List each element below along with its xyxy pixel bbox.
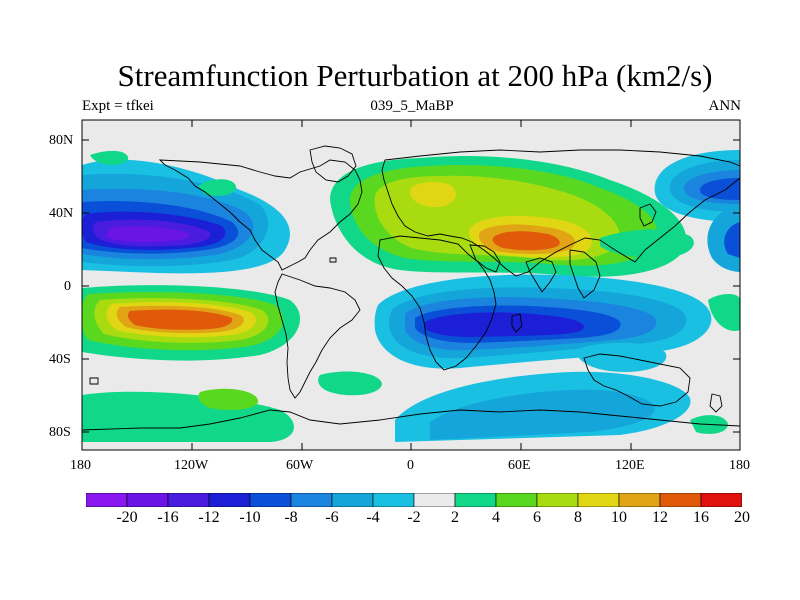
- colorbar-tick-label: -10: [239, 509, 261, 526]
- contour-northwest-pacific-low: [654, 150, 740, 222]
- colorbar-tick-label: 4: [492, 509, 500, 526]
- colorbar-tick-label: -16: [157, 509, 179, 526]
- south-america-coastline: [274, 273, 361, 399]
- australia-coastline: [583, 353, 691, 407]
- colorbar-tick-label: -8: [284, 509, 298, 526]
- madagascar-coastline: [511, 313, 523, 333]
- axis-ticks: [82, 120, 740, 450]
- colorbar-swatch: [86, 493, 128, 507]
- colorbar-swatch: [536, 493, 579, 507]
- colorbar-tick-label: 16: [693, 509, 709, 526]
- x-tick-label-180w: 180: [70, 458, 91, 473]
- colorbar-tick-label: -6: [325, 509, 339, 526]
- colorbar-swatch: [413, 493, 456, 507]
- y-tick-label-80s: 80S: [49, 425, 71, 440]
- africa-coastline: [377, 235, 497, 371]
- india-coastline: [525, 257, 557, 293]
- colorbar-swatch: [208, 493, 251, 507]
- x-tick-label-120w: 120W: [174, 458, 209, 473]
- experiment-label: Expt = tfkei: [82, 98, 154, 114]
- x-tick-label-60w: 60W: [286, 458, 314, 473]
- colorbar-tick-label: -2: [407, 509, 421, 526]
- contour-southern-band: [82, 371, 382, 442]
- north-america-coastline: [158, 159, 363, 271]
- colorbar-swatch: [167, 493, 210, 507]
- contour-east-pacific-low: [707, 205, 740, 272]
- southeast-asia-coastline: [569, 249, 601, 299]
- antarctica-coastline: [82, 409, 740, 431]
- colorbar-swatch: [249, 493, 292, 507]
- y-tick-label-0: 0: [64, 279, 71, 294]
- eurasia-coastline: [381, 149, 740, 277]
- greenland-coastline: [309, 145, 357, 183]
- contour-north-pacific-lobe-2: [90, 150, 129, 165]
- run-id-label: 039_5_MaBP: [370, 98, 454, 114]
- colorbar-swatch: [495, 493, 538, 507]
- colorbar-tick-label: 6: [533, 509, 541, 526]
- colorbar-tick-label: -4: [366, 509, 380, 526]
- colorbar: [86, 493, 742, 507]
- colorbar-swatch: [331, 493, 374, 507]
- colorbar-swatch: [372, 493, 415, 507]
- contour-north-pacific-lobe: [198, 179, 237, 196]
- season-label: ANN: [708, 98, 742, 114]
- x-tick-label-120e: 120E: [615, 458, 645, 473]
- colorbar-tick-label: -20: [116, 509, 138, 526]
- colorbar-swatch: [126, 493, 169, 507]
- contour-south-pacific-high: [82, 285, 300, 361]
- y-tick-label-80n: 80N: [49, 133, 74, 148]
- colorbar-tick-label: 8: [574, 509, 582, 526]
- japan-coastline: [639, 203, 657, 227]
- colorbar-swatch: [454, 493, 497, 507]
- colorbar-tick-label: 10: [611, 509, 627, 526]
- colorbar-tick-label: -12: [198, 509, 220, 526]
- contour-dateline-lobe: [708, 294, 740, 331]
- x-tick-label-0: 0: [407, 458, 414, 473]
- colorbar-swatch: [659, 493, 702, 507]
- y-tick-label-40s: 40S: [49, 352, 71, 367]
- contour-north-pacific-low: [82, 159, 290, 274]
- new-zealand-coastline: [709, 393, 723, 413]
- arabia-coastline: [469, 244, 501, 273]
- colorbar-tick-label: 12: [652, 509, 668, 526]
- contour-asian-high: [330, 156, 694, 277]
- colorbar-tick-label: 20: [734, 509, 750, 526]
- y-tick-label-40n: 40N: [49, 206, 74, 221]
- small-island-marker-2: [329, 257, 337, 263]
- x-tick-label-60e: 60E: [508, 458, 531, 473]
- small-island-marker: [89, 377, 99, 385]
- colorbar-swatch: [577, 493, 620, 507]
- colorbar-swatch: [700, 493, 742, 507]
- colorbar-swatch: [290, 493, 333, 507]
- colorbar-tick-label: 2: [451, 509, 459, 526]
- contour-southern-ocean-low: [395, 342, 691, 442]
- colorbar-swatch: [618, 493, 661, 507]
- x-tick-label-180e: 180: [729, 458, 750, 473]
- contour-fill-layer: [82, 150, 740, 442]
- map-title: Streamfunction Perturbation at 200 hPa (…: [117, 58, 713, 93]
- coastline-layer: [82, 145, 740, 431]
